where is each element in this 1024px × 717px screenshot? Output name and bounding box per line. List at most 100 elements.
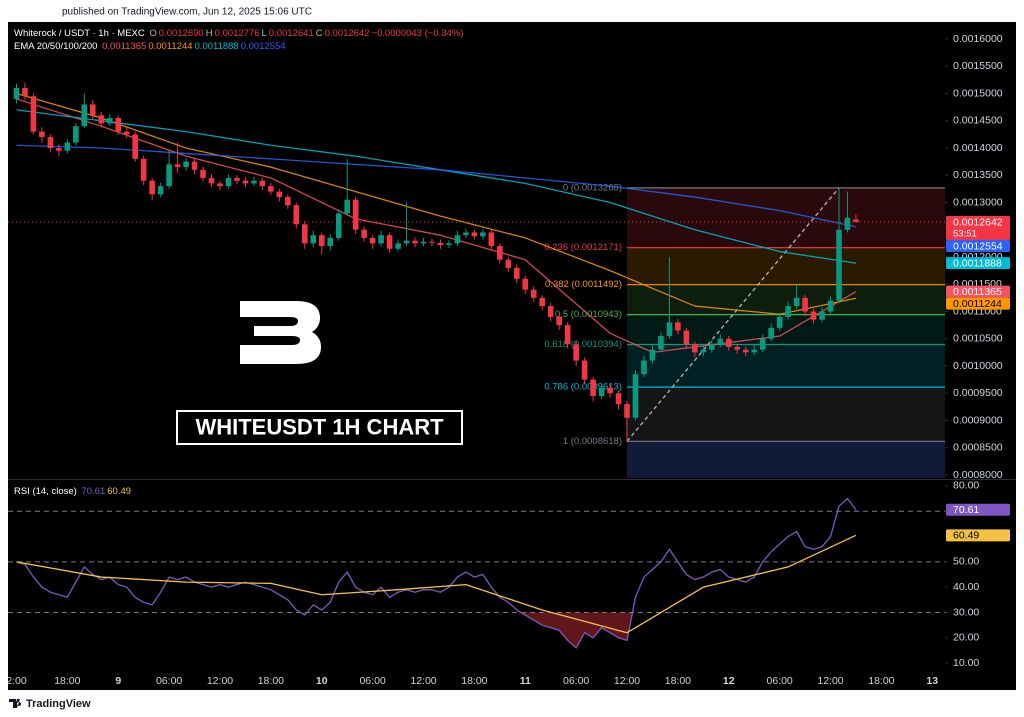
fib-extension-band — [627, 441, 945, 478]
rsi-tick-label: 50.00 — [953, 556, 979, 568]
candle-body — [225, 177, 232, 187]
candle-body — [480, 232, 486, 237]
candle-body — [675, 322, 681, 331]
candle-body — [378, 235, 384, 244]
candle-body — [166, 164, 172, 187]
fib-band — [627, 344, 945, 388]
ema-tag-bg — [946, 297, 1010, 310]
candle-body — [641, 360, 647, 375]
candle-body — [624, 404, 630, 418]
candle-body — [742, 349, 749, 353]
symbol-legend: Whiterock / USDT · 1h · MEXC O 0.0012690 H… — [14, 28, 465, 39]
ema-tag: 0.0012554 — [953, 240, 1003, 252]
candle-body — [632, 374, 639, 418]
ema-line — [16, 98, 857, 354]
candle-body — [530, 289, 537, 298]
candle-body — [208, 177, 215, 184]
x-tick-label: 13 — [926, 675, 938, 687]
candle-body — [13, 88, 20, 99]
candle-body — [819, 311, 825, 320]
candle-body — [89, 104, 96, 116]
candle-body — [488, 232, 495, 247]
rsi-tick-label: 10.00 — [953, 657, 979, 669]
fib-label: 0 (0.0013268) — [563, 182, 622, 193]
x-tick-label: 18:00 — [461, 675, 487, 687]
ema-lines — [16, 92, 857, 354]
candle-body — [369, 237, 376, 244]
candle-body — [700, 349, 707, 353]
ema-tag-bg — [946, 257, 1010, 270]
candle-body — [751, 349, 758, 353]
candle-body — [106, 118, 113, 124]
overlay-title: WHITEUSDT 1H CHART — [195, 414, 444, 439]
candle-body — [285, 197, 291, 206]
fib-label: 0.786 (0.0009613) — [544, 382, 622, 393]
x-tick-label: 06:00 — [767, 675, 793, 687]
candle-body — [361, 229, 367, 238]
ema-tag: 0.0011244 — [953, 298, 1002, 310]
candle-body — [183, 161, 189, 168]
candle-body — [132, 134, 138, 159]
rsi-tick-label: 40.00 — [953, 581, 979, 593]
candle-body — [539, 297, 546, 307]
candle-body — [301, 224, 308, 244]
x-tick-label: 12:00 — [410, 675, 436, 687]
candle-body — [157, 186, 164, 195]
candle-body — [446, 243, 452, 246]
candle-body — [56, 147, 62, 151]
candle-body — [802, 297, 808, 312]
x-tick-label: 18:00 — [665, 675, 691, 687]
y-tick-label: 0.0013000 — [953, 196, 1003, 208]
candle-body — [259, 180, 266, 187]
candle-body — [310, 235, 317, 244]
last-price-tag: 0.0012642 — [953, 216, 1003, 228]
candle-body — [759, 338, 766, 350]
candle-body — [140, 158, 147, 181]
ema-tag-bg — [946, 285, 1010, 298]
candle-body — [709, 344, 715, 350]
x-tick-label: 12 — [723, 675, 735, 687]
ema-legend: EMA 20/50/100/200 0.0011365 0.0011244 0.00… — [14, 41, 288, 52]
x-tick-label: 06:00 — [359, 675, 385, 687]
candle-body — [268, 186, 274, 192]
candle-body — [251, 180, 257, 184]
fib-band — [627, 187, 945, 248]
candle-body — [344, 199, 350, 214]
candle-body — [98, 115, 105, 124]
candle-body — [573, 344, 579, 361]
candle-body — [429, 241, 435, 243]
y-tick-label: 0.0010500 — [953, 333, 1003, 345]
candle-body — [412, 240, 418, 244]
y-tick-label: 0.0008000 — [953, 469, 1003, 481]
candle-body — [556, 316, 562, 326]
ohlc-key: O — [149, 28, 157, 39]
x-tick-label: 06:00 — [156, 675, 182, 687]
candle-body — [437, 242, 444, 246]
candle-body — [505, 259, 512, 268]
candle-body — [581, 360, 588, 380]
candles — [8, 82, 945, 442]
candle-body — [47, 137, 54, 148]
ohlc-value: 0.0012641 — [268, 28, 314, 39]
y-tick-label: 0.0013500 — [953, 169, 1003, 181]
rsi-tag: 70.61 — [953, 504, 979, 516]
x-tick-label: 18:00 — [868, 675, 894, 687]
fib-label: 0.382 (0.0011492) — [545, 279, 622, 290]
ema-line — [16, 144, 857, 228]
candle-body — [785, 306, 791, 317]
fib-band — [627, 314, 945, 345]
ema-value: 0.0012554 — [240, 41, 286, 52]
watermark-logo — [240, 301, 321, 364]
fib-band — [627, 387, 945, 442]
candle-body — [115, 118, 122, 132]
candle-body — [81, 104, 88, 127]
rsi-legend: RSI (14, close) 70.61 60.49 — [14, 486, 133, 497]
candle-body — [522, 278, 529, 290]
rsi-pane — [8, 497, 945, 649]
published-note: published on TradingView.com, Jun 12, 20… — [62, 7, 312, 18]
candle-body — [73, 126, 79, 143]
candle-body — [776, 316, 783, 328]
x-tick-label: 06:00 — [563, 675, 589, 687]
candle-body — [403, 240, 410, 244]
